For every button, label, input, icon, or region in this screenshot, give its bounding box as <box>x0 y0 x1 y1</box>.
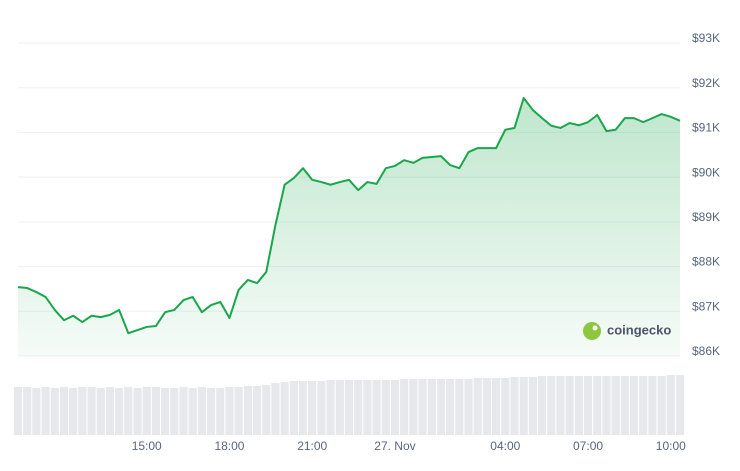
volume-bar <box>510 377 519 435</box>
y-tick-label: $89K <box>692 210 720 224</box>
volume-bar <box>133 388 142 435</box>
volume-bar <box>556 376 565 435</box>
volume-bar <box>666 375 675 435</box>
volume-bar <box>271 383 280 435</box>
volume-bar <box>151 387 161 435</box>
logo <box>583 322 601 340</box>
volume-bar <box>455 379 464 435</box>
volume-bar <box>188 388 197 435</box>
volume-bar <box>409 379 418 435</box>
watermark: coingecko <box>607 322 671 337</box>
x-tick-label: 07:00 <box>573 439 603 453</box>
volume-bar <box>547 376 556 435</box>
y-tick-label: $90K <box>692 165 720 179</box>
x-tick-label: 21:00 <box>297 439 327 453</box>
y-tick-label: $86K <box>692 344 720 358</box>
y-tick-label: $93K <box>692 31 720 45</box>
volume-bar <box>252 386 262 435</box>
volume-bar <box>41 387 50 435</box>
volume-bar <box>298 381 308 435</box>
volume-bar <box>335 380 344 435</box>
volume-bar <box>363 380 372 435</box>
volume-bar <box>78 387 87 435</box>
volume-bar <box>115 388 124 435</box>
volume-bar <box>473 378 482 435</box>
volume-bar <box>32 388 41 435</box>
volume-bar <box>629 376 639 435</box>
volume-bar <box>354 380 363 435</box>
volume-bar <box>280 382 289 435</box>
volume-bar <box>446 379 455 435</box>
y-tick-label: $87K <box>692 299 720 313</box>
volume-bar <box>105 387 115 435</box>
x-tick-label: 10:00 <box>656 439 686 453</box>
volume-bar <box>464 379 473 435</box>
volume-bar <box>602 376 611 435</box>
volume-bar <box>243 386 252 435</box>
y-tick-label: $91K <box>692 121 720 135</box>
volume-bar <box>206 388 216 435</box>
volume-bar <box>216 388 225 435</box>
volume-bar <box>289 381 298 435</box>
volume-bar <box>124 387 133 435</box>
volume-bar <box>161 388 170 435</box>
volume-bar <box>381 380 390 435</box>
volume-bar <box>620 376 629 435</box>
volume-bar <box>528 377 537 435</box>
volume-bar <box>492 378 501 435</box>
volume-bar <box>59 387 69 435</box>
volume-bar <box>87 387 96 435</box>
volume-bar <box>13 387 23 435</box>
volume-bar <box>69 388 78 435</box>
x-tick-label: 15:00 <box>132 439 162 453</box>
volume-bar <box>501 378 510 435</box>
volume-bar <box>179 387 188 435</box>
volume-bar <box>170 388 179 435</box>
volume-bar <box>519 377 528 435</box>
volume-bar <box>96 388 105 435</box>
volume-bar <box>574 376 583 435</box>
volume-bar <box>537 376 547 435</box>
volume-bar <box>593 376 602 435</box>
volume-bar <box>648 376 657 435</box>
volume-bar <box>436 379 446 435</box>
y-tick-label: $92K <box>692 76 720 90</box>
volume-bar <box>390 380 400 435</box>
volume-bar <box>234 387 243 435</box>
x-tick-label: 18:00 <box>214 439 244 453</box>
volume-bar <box>262 385 271 435</box>
volume-bar <box>583 376 593 435</box>
logo-eye <box>592 325 598 331</box>
volume-bar <box>611 376 620 435</box>
volume-bar <box>400 379 409 435</box>
volume-bar <box>675 375 685 435</box>
volume-bar <box>317 381 326 435</box>
volume-bar <box>142 387 151 435</box>
volume-bar <box>565 376 574 435</box>
y-tick-label: $88K <box>692 255 720 269</box>
volume-bar <box>344 380 354 435</box>
volume-bar <box>639 376 648 435</box>
volume-bar <box>427 379 436 435</box>
volume-bar <box>657 376 666 435</box>
volume-bar <box>225 387 234 435</box>
volume-bar <box>482 378 492 435</box>
volume-bar <box>197 387 206 435</box>
price-line <box>17 96 681 335</box>
x-tick-label: 04:00 <box>490 439 520 453</box>
x-tick-label: 27. Nov <box>374 439 415 453</box>
volume-bar <box>372 380 381 435</box>
volume-bar <box>308 381 317 435</box>
volume-bar <box>50 388 59 435</box>
price-area <box>18 97 680 357</box>
volume-bar <box>418 379 427 435</box>
volume-bar <box>326 380 335 435</box>
volume-bar <box>23 387 32 435</box>
